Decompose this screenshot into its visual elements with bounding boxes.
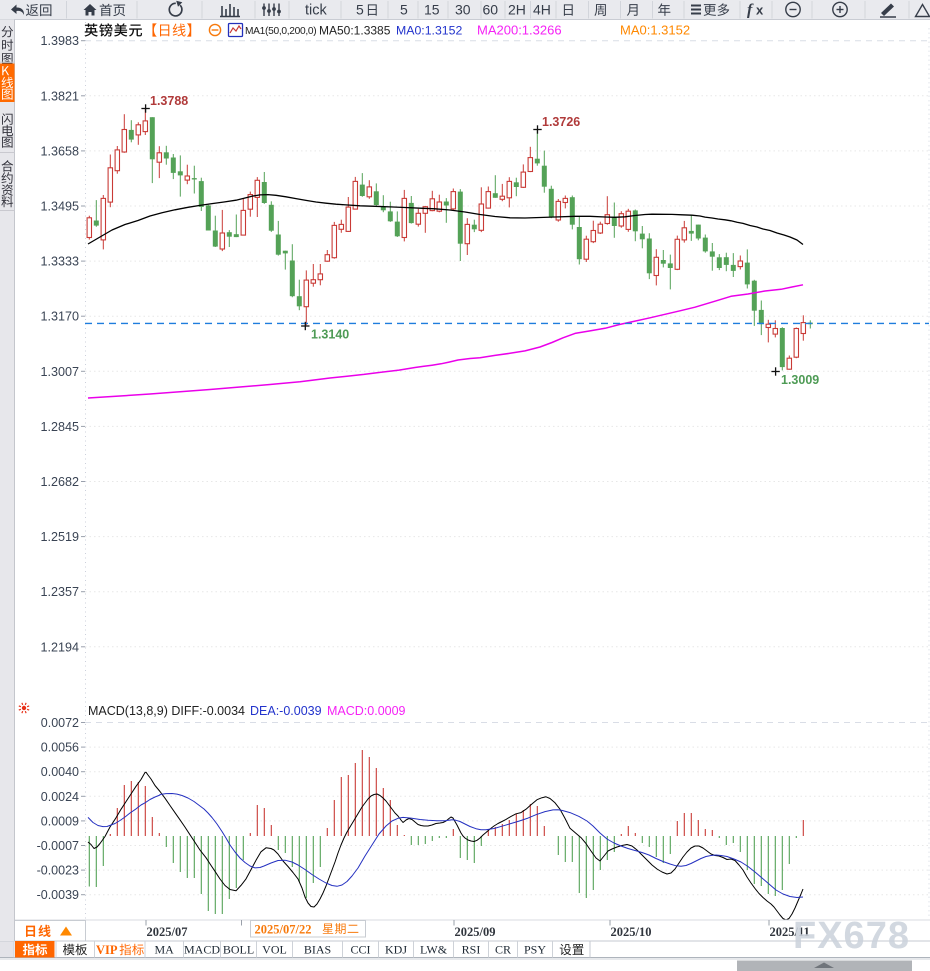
svg-text:MACD: MACD [184,943,220,957]
svg-text:LW&: LW& [420,943,448,957]
svg-text:1.3788: 1.3788 [150,94,188,108]
svg-text:30: 30 [455,2,471,18]
svg-text:1.3140: 1.3140 [311,328,349,342]
svg-text:BIAS: BIAS [304,943,331,957]
svg-text:2025/07/22: 2025/07/22 [255,923,312,937]
svg-text:2025/10: 2025/10 [611,925,652,939]
svg-text:MA50:1.3385: MA50:1.3385 [319,24,391,38]
svg-text:1.3788: 1.3788 [150,94,188,108]
svg-text:1.3726: 1.3726 [542,115,580,129]
svg-text:1.3170: 1.3170 [40,310,79,324]
svg-text:1.3495: 1.3495 [40,200,79,214]
svg-text:x: x [756,3,764,18]
svg-text:1.2519: 1.2519 [40,530,79,544]
svg-text:1.3658: 1.3658 [40,144,79,158]
svg-text:15: 15 [424,2,440,18]
svg-text:-0.0023: -0.0023 [37,864,79,878]
svg-text:4H: 4H [533,2,551,18]
svg-text:FX678: FX678 [793,915,910,957]
svg-text:1.3009: 1.3009 [781,373,819,387]
svg-text:-0.0007: -0.0007 [37,839,79,853]
svg-text:1.3821: 1.3821 [40,89,79,103]
svg-text:DEA:-0.0039: DEA:-0.0039 [250,704,322,718]
svg-text:0.0009: 0.0009 [41,814,79,828]
svg-text:2025/11: 2025/11 [770,925,810,939]
svg-text:CCI: CCI [350,943,370,957]
svg-text:CR: CR [495,943,511,957]
svg-text:5: 5 [400,2,408,18]
svg-text:MA: MA [155,943,175,957]
svg-text:0.0072: 0.0072 [41,716,79,730]
svg-text:1.2194: 1.2194 [40,640,79,654]
svg-text:1.2845: 1.2845 [40,420,79,434]
svg-text:MA1(50,0,200,0): MA1(50,0,200,0) [245,26,316,37]
svg-text:1.3009: 1.3009 [781,373,819,387]
svg-text:MA0:1.3152: MA0:1.3152 [396,24,462,38]
svg-text:1.3726: 1.3726 [542,115,580,129]
svg-text:tick: tick [305,3,328,19]
svg-text:1.3333: 1.3333 [40,255,79,269]
svg-text:VIP: VIP [96,943,118,957]
svg-text:VOL: VOL [262,943,287,957]
svg-text:60: 60 [483,2,499,18]
svg-text:MA200:1.3266: MA200:1.3266 [477,23,562,38]
svg-text:5: 5 [356,2,364,18]
svg-text:MACD:0.0009: MACD:0.0009 [327,704,406,718]
svg-text:1.3983: 1.3983 [40,34,79,48]
svg-text:f: f [747,2,754,19]
svg-text:PSY: PSY [524,943,546,957]
svg-text:0.0040: 0.0040 [41,765,79,779]
svg-text:RSI: RSI [462,943,481,957]
svg-text:1.3140: 1.3140 [311,328,349,342]
svg-text:MA0:1.3152: MA0:1.3152 [620,23,690,38]
svg-text:2025/09: 2025/09 [455,925,496,939]
svg-text:2025/07: 2025/07 [147,925,188,939]
svg-text:KDJ: KDJ [385,943,407,957]
svg-text:0.0024: 0.0024 [41,790,79,804]
svg-text:2H: 2H [508,2,526,18]
svg-text:0.0056: 0.0056 [41,741,79,755]
svg-text:-0.0039: -0.0039 [37,888,79,902]
svg-text:1.3007: 1.3007 [40,365,79,379]
svg-text:BOLL: BOLL [223,943,254,957]
svg-text:1.2682: 1.2682 [40,475,79,489]
svg-text:MACD(13,8,9) DIFF:-0.0034: MACD(13,8,9) DIFF:-0.0034 [88,704,245,718]
svg-text:1.2357: 1.2357 [40,585,79,599]
